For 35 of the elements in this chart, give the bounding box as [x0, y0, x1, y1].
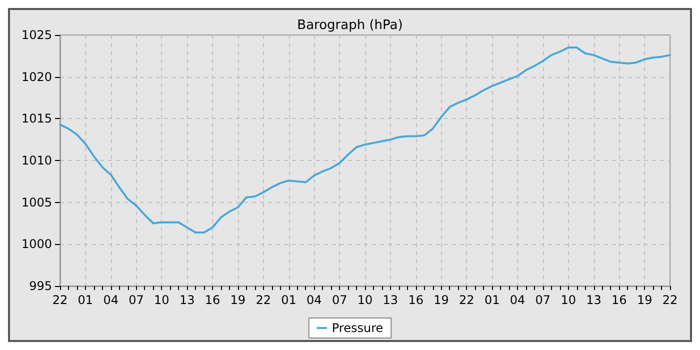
x-tick-label: 22	[52, 293, 68, 307]
x-tick-label: 16	[408, 293, 424, 307]
x-tick-label: 22	[459, 293, 474, 307]
x-tick-label: 07	[332, 293, 348, 307]
x-tick-label: 07	[128, 293, 144, 307]
y-tick-label: 1020	[21, 70, 52, 84]
x-tick-label: 22	[256, 293, 271, 307]
x-tick-label: 10	[154, 293, 170, 307]
x-tick-label: 13	[382, 293, 398, 307]
x-tick-label: 19	[230, 293, 246, 307]
x-tick-label: 13	[586, 293, 602, 307]
x-tick-label: 07	[535, 293, 551, 307]
x-tick-label: 22	[662, 293, 678, 307]
x-tick-label: 16	[204, 293, 220, 307]
y-tick-label: 1025	[21, 28, 52, 42]
x-tick-label: 04	[510, 293, 526, 307]
y-tick-label: 1000	[21, 237, 52, 252]
y-tick-label: 995	[29, 279, 52, 293]
x-tick-label: 10	[357, 293, 373, 307]
y-tick-label: 1010	[21, 154, 52, 168]
chart-title: Barograph (hPa)	[297, 18, 403, 33]
x-tick-label: 01	[78, 293, 94, 307]
legend-label: Pressure	[332, 321, 384, 335]
y-tick-label: 1005	[21, 195, 52, 210]
x-tick-label: 19	[434, 293, 449, 307]
x-tick-label: 19	[636, 293, 652, 307]
x-tick-label: 04	[103, 293, 118, 307]
x-tick-label: 01	[281, 293, 296, 307]
line-series	[59, 46, 671, 234]
x-tick-label: 13	[179, 293, 195, 307]
y-tick-label: 1015	[21, 112, 52, 126]
x-tick-label: 04	[306, 293, 322, 307]
x-tick-label: 16	[612, 293, 627, 307]
x-tick-label: 01	[484, 293, 500, 307]
x-tick-label: 10	[560, 293, 576, 307]
